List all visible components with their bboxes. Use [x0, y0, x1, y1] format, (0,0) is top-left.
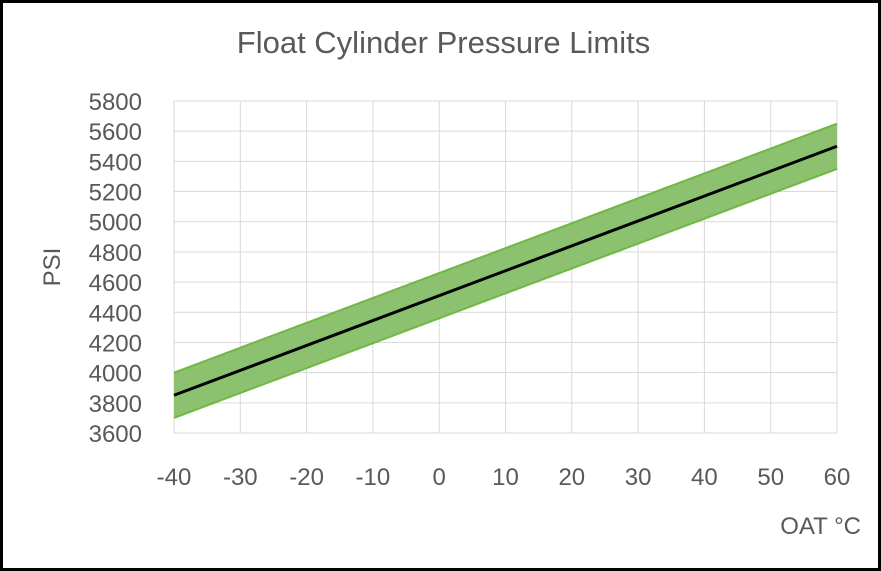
nominal-line: [173, 144, 838, 397]
x-tick-label: -40: [157, 464, 192, 491]
y-tick-label: 3600: [89, 421, 142, 448]
y-tick-label: 5200: [89, 180, 142, 207]
y-tick-label: 4800: [89, 240, 142, 267]
x-tick-label: 30: [625, 464, 652, 491]
x-tick-label: 40: [691, 464, 718, 491]
x-tick-label: -30: [223, 464, 258, 491]
y-tick-label: 4400: [89, 300, 142, 327]
x-tick-labels: -40 -30 -20 -10 0 10 20 30 40 50 60: [157, 464, 851, 491]
y-tick-label: 5000: [89, 210, 142, 237]
upper-limit-line: [173, 122, 838, 374]
x-tick-label: -10: [356, 464, 391, 491]
x-tick-label: 0: [433, 464, 446, 491]
lower-limit-line: [173, 167, 838, 419]
x-tick-label: 10: [492, 464, 519, 491]
x-tick-label: 50: [757, 464, 784, 491]
y-tick-label: 5400: [89, 149, 142, 176]
nominal-pressure-line: [173, 144, 838, 397]
x-tick-label: -20: [289, 464, 324, 491]
y-tick-label: 4600: [89, 270, 142, 297]
y-tick-label: 4200: [89, 330, 142, 357]
y-axis-title: PSI: [39, 248, 66, 287]
y-tick-labels: 3600 3800 4000 4200 4400 4600 4800 5000 5200 5400…: [89, 89, 142, 448]
y-tick-label: 5600: [89, 119, 142, 146]
x-tick-label: 20: [558, 464, 585, 491]
x-axis-title: OAT °C: [780, 513, 861, 540]
y-tick-label: 4000: [89, 361, 142, 388]
chart-title: Float Cylinder Pressure Limits: [236, 25, 651, 60]
x-tick-label: 60: [824, 464, 851, 491]
y-tick-label: 3800: [89, 391, 142, 418]
y-tick-label: 5800: [89, 89, 142, 116]
